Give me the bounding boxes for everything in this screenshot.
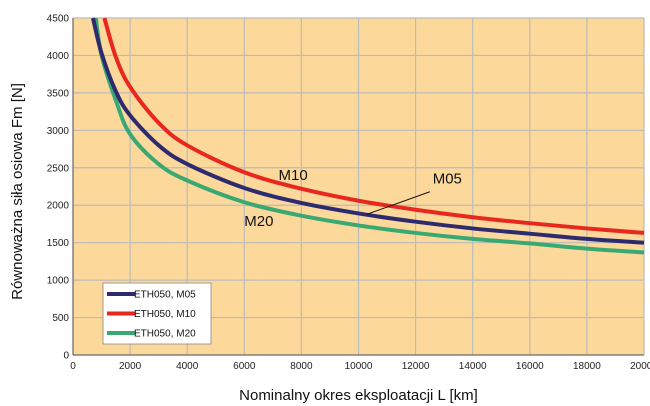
annotation-label: M05	[433, 171, 462, 188]
y-tick-label: 2500	[47, 163, 70, 174]
x-tick-label: 6000	[233, 361, 256, 372]
x-axis-title: Nominalny okres eksploatacji L [km]	[239, 387, 478, 404]
y-tick-label: 4500	[47, 14, 70, 25]
annotations: M10 M05 M20	[244, 167, 462, 230]
legend-label: ETH050, M20	[134, 329, 196, 340]
y-tick-label: 3000	[47, 126, 70, 137]
grid-lines	[72, 17, 645, 356]
x-tick-label: 2000	[119, 361, 142, 372]
y-tick-label: 0	[63, 351, 69, 362]
x-tick-label: 4000	[176, 361, 199, 372]
series-layer	[91, 17, 645, 255]
y-tick-label: 1000	[47, 276, 70, 287]
tick-labels: 0 2000 4000 6000 8000 10000 12000 14000 16000 180…	[47, 14, 650, 373]
series-line-m20	[93, 17, 645, 255]
annotation-label: M10	[279, 167, 308, 184]
x-tick-label: 8000	[290, 361, 313, 372]
legend-label: ETH050, M10	[134, 309, 196, 320]
y-tick-label: 1500	[47, 238, 70, 249]
y-tick-label: 500	[52, 313, 69, 324]
y-tick-label: 3500	[47, 88, 70, 99]
x-tick-label: 0	[70, 361, 76, 372]
series-line-m10	[102, 17, 645, 235]
y-tick-label: 2000	[47, 201, 70, 212]
legend: ETH050, M05 ETH050, M10 ETH050, M20	[102, 282, 212, 345]
x-tick-label: 18000	[573, 361, 601, 372]
x-tick-label: 10000	[345, 361, 373, 372]
y-axis-title: Równoważna siła osiowa Fm [N]	[9, 83, 26, 300]
x-tick-label: 12000	[402, 361, 430, 372]
x-tick-label: 14000	[459, 361, 487, 372]
legend-label: ETH050, M05	[134, 290, 196, 301]
series-line-m05	[91, 17, 645, 245]
annotation-leader-line	[366, 191, 431, 215]
y-tick-label: 4000	[47, 51, 70, 62]
annotation-label: M20	[244, 213, 273, 230]
x-tick-label: 16000	[516, 361, 544, 372]
